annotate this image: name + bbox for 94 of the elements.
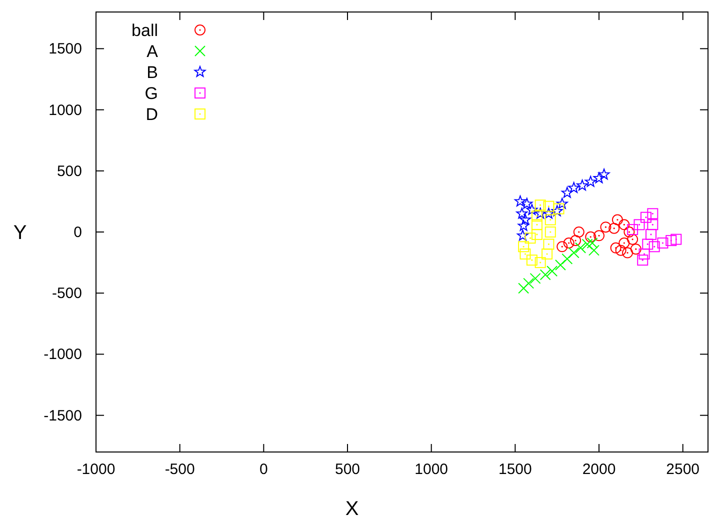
point	[634, 219, 645, 230]
point	[642, 238, 654, 250]
point	[546, 266, 558, 277]
point	[568, 247, 580, 258]
point	[584, 176, 596, 187]
point	[638, 248, 650, 260]
point	[647, 208, 658, 220]
point	[627, 234, 638, 245]
point	[647, 219, 658, 230]
point	[640, 212, 652, 223]
point	[523, 278, 534, 289]
point	[543, 200, 554, 212]
point	[521, 198, 533, 209]
point	[534, 257, 546, 268]
point	[622, 247, 634, 258]
point	[556, 198, 568, 209]
point	[526, 254, 538, 266]
y-tick-label: 1500	[48, 40, 82, 58]
y-tick-label: -1000	[44, 346, 82, 364]
point	[561, 186, 573, 198]
point	[531, 210, 542, 222]
point	[666, 235, 677, 246]
point	[524, 232, 536, 244]
point	[514, 195, 526, 206]
point	[562, 253, 573, 264]
legend-label: B	[146, 63, 158, 82]
x-axis-title: X	[345, 498, 359, 518]
point	[518, 241, 530, 252]
point	[670, 234, 682, 245]
y-tick-label: 0	[74, 224, 82, 241]
point	[570, 235, 582, 246]
x-tick-label: 500	[334, 461, 360, 478]
point	[554, 260, 566, 270]
point	[598, 168, 610, 180]
point	[573, 226, 584, 238]
point	[645, 228, 656, 240]
point	[516, 208, 528, 219]
point	[615, 244, 626, 256]
point	[594, 230, 605, 242]
legend-label: G	[144, 84, 158, 103]
point	[540, 269, 551, 280]
point	[608, 222, 620, 234]
point	[593, 172, 605, 184]
point	[600, 222, 612, 233]
y-tick-label: -1500	[44, 407, 82, 424]
x-tick-label: 2500	[666, 461, 700, 478]
point	[563, 238, 574, 248]
point	[588, 244, 600, 256]
point	[556, 241, 568, 252]
point	[586, 238, 598, 248]
x-tick-label: -1000	[76, 461, 116, 478]
point	[575, 242, 586, 254]
point	[534, 208, 546, 219]
point	[610, 242, 622, 254]
point	[531, 228, 542, 240]
legend-label: D	[146, 105, 158, 124]
point	[648, 241, 660, 252]
point	[544, 226, 556, 238]
point	[516, 230, 528, 241]
point	[542, 248, 553, 260]
point	[624, 226, 635, 238]
point	[518, 282, 530, 294]
y-tick-label: -500	[52, 285, 82, 302]
point	[543, 238, 554, 250]
point	[627, 224, 638, 236]
point	[520, 248, 531, 260]
point	[544, 214, 556, 226]
point	[520, 214, 531, 225]
x-tick-label: 1500	[498, 461, 532, 478]
point	[531, 219, 542, 230]
point	[576, 180, 588, 191]
point	[542, 208, 554, 219]
point	[630, 244, 642, 255]
point	[526, 204, 538, 215]
point	[618, 219, 630, 230]
point	[518, 220, 530, 231]
x-tick-label: 0	[260, 461, 268, 478]
point	[585, 231, 596, 242]
point	[612, 214, 623, 226]
point	[637, 254, 648, 266]
legend-label: A	[146, 42, 159, 61]
point	[657, 238, 668, 248]
x-tick-label: 1000	[414, 461, 448, 478]
y-tick-label: 500	[56, 162, 82, 180]
point	[530, 272, 541, 284]
point	[568, 182, 580, 193]
x-tick-label: -500	[164, 461, 195, 478]
point	[534, 200, 546, 211]
point	[618, 238, 630, 248]
y-axis-title: Y	[13, 222, 27, 244]
y-tick-label: 1000	[48, 102, 82, 119]
point	[582, 238, 593, 250]
legend-label: ball	[132, 21, 158, 40]
x-tick-label: 2000	[582, 461, 616, 478]
